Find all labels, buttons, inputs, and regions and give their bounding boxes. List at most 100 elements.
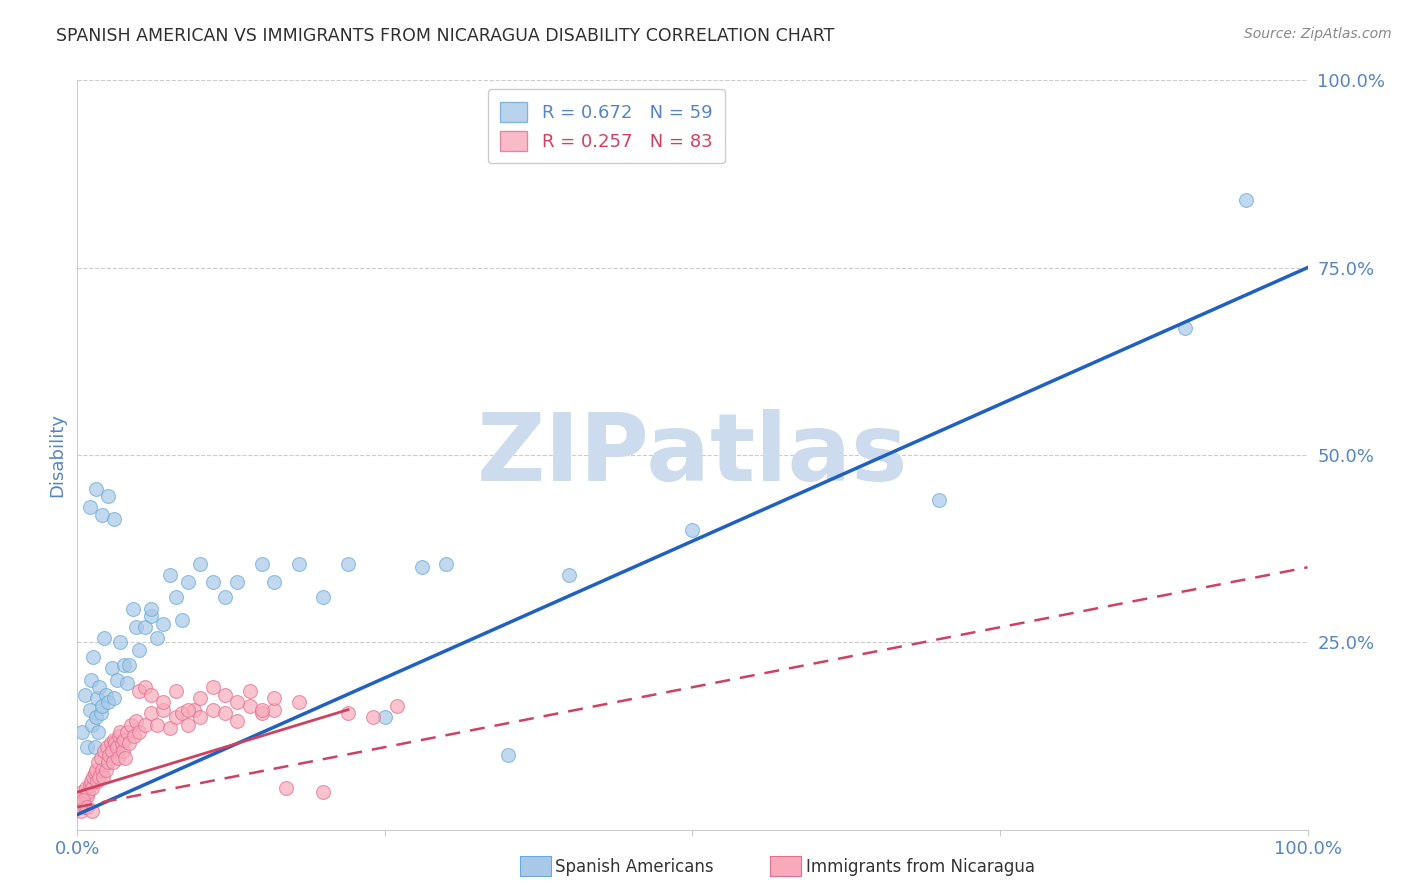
Point (86, 691, 108, 706)
Point (159, 722, 181, 736)
Point (110, 635, 132, 649)
Point (201, 575, 224, 590)
Point (94, 688, 117, 702)
Point (79, 778, 101, 792)
Point (201, 703, 224, 717)
Point (100, 736, 122, 750)
Point (80, 673, 103, 687)
Point (91, 770, 114, 784)
Point (89, 680, 111, 694)
Point (76, 800, 98, 814)
Point (98, 747, 121, 762)
Point (103, 732, 125, 747)
Point (125, 620, 148, 634)
Point (111, 744, 134, 758)
Point (183, 703, 205, 717)
Point (101, 744, 124, 758)
Point (1234, 193, 1257, 207)
Text: Immigrants from Nicaragua: Immigrants from Nicaragua (806, 858, 1035, 876)
Point (214, 688, 236, 702)
Point (82, 804, 104, 818)
Point (83, 766, 105, 780)
Point (558, 567, 581, 582)
Point (90, 508, 114, 522)
Point (239, 684, 262, 698)
Point (312, 785, 335, 799)
Text: Spanish Americans: Spanish Americans (555, 858, 714, 876)
Point (84, 763, 107, 777)
Point (114, 751, 136, 765)
Point (112, 657, 135, 672)
Point (73, 688, 96, 702)
Point (82, 650, 104, 665)
Point (104, 736, 127, 750)
Point (84, 710, 107, 724)
Point (90, 706, 112, 721)
Point (82, 770, 104, 784)
Point (105, 740, 128, 755)
Point (337, 706, 360, 721)
Point (97, 695, 120, 709)
Point (125, 714, 148, 728)
Point (76, 789, 98, 803)
Point (188, 710, 212, 724)
Point (288, 695, 311, 709)
Point (72, 792, 94, 806)
Point (385, 698, 409, 713)
Point (86, 773, 108, 788)
Point (239, 698, 262, 713)
Point (177, 717, 200, 731)
Point (374, 710, 396, 724)
Point (90, 698, 114, 713)
Point (121, 601, 143, 615)
Point (69, 792, 91, 806)
Point (87, 725, 110, 739)
Point (73, 800, 96, 814)
Point (134, 717, 156, 731)
Point (146, 717, 169, 731)
Point (165, 710, 187, 724)
Point (70, 725, 93, 739)
Point (107, 751, 129, 765)
Point (152, 616, 174, 631)
Point (411, 560, 433, 574)
Point (436, 557, 458, 571)
Text: SPANISH AMERICAN VS IMMIGRANTS FROM NICARAGUA DISABILITY CORRELATION CHART: SPANISH AMERICAN VS IMMIGRANTS FROM NICA… (56, 27, 835, 45)
Point (276, 781, 298, 796)
Point (90, 763, 114, 777)
Point (141, 706, 163, 721)
Point (337, 557, 360, 571)
Point (115, 676, 138, 690)
Point (226, 575, 249, 590)
Point (115, 725, 138, 739)
Point (101, 661, 124, 675)
Point (93, 632, 115, 646)
Point (170, 706, 193, 721)
Point (112, 732, 135, 747)
Point (250, 706, 273, 721)
Point (96, 740, 118, 755)
Point (226, 714, 249, 728)
Point (97, 755, 120, 769)
Point (128, 684, 150, 698)
Point (128, 642, 150, 657)
Point (165, 684, 187, 698)
Point (90, 751, 112, 765)
Point (361, 710, 384, 724)
Point (201, 680, 224, 694)
Point (141, 688, 163, 702)
Point (152, 703, 174, 717)
Point (82, 717, 104, 731)
Point (75, 781, 97, 796)
Point (77, 785, 100, 799)
Point (105, 673, 128, 687)
Point (83, 740, 105, 755)
Point (1174, 320, 1197, 334)
Point (682, 523, 704, 537)
Point (110, 725, 132, 739)
Point (72, 797, 94, 811)
Point (82, 781, 104, 796)
Point (496, 747, 519, 762)
Point (928, 492, 950, 507)
Point (101, 755, 124, 769)
